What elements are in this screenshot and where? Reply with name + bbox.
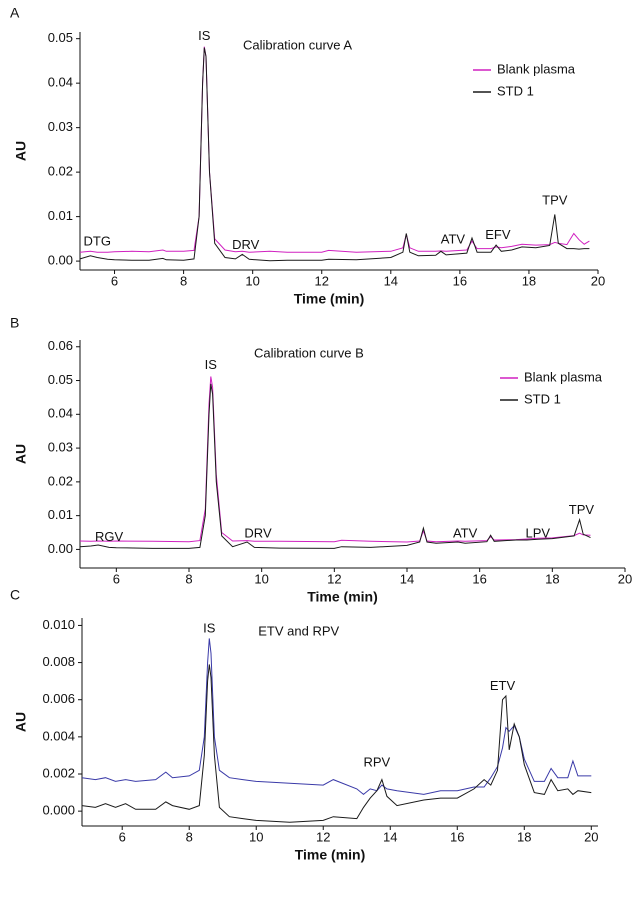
x-tick-label: 6 [111,273,118,288]
x-tick-label: 10 [249,829,263,844]
x-tick-label: 8 [180,273,187,288]
peak-label: ATV [453,526,478,541]
legend-label: STD 1 [497,83,534,98]
panel-title: ETV and RPV [258,623,339,638]
y-tick-label: 0.01 [48,208,73,223]
y-tick-label: 0.010 [42,617,75,632]
y-tick-label: 0.02 [48,164,73,179]
y-axis-title: AU [13,444,29,464]
y-tick-label: 0.02 [48,473,73,488]
peak-label: ATV [441,232,466,247]
y-axis-title: AU [13,712,29,732]
y-tick-label: 0.01 [48,507,73,522]
x-axis-title: Time (min) [294,291,365,307]
x-tick-label: 16 [472,571,486,586]
peak-label: IS [205,357,218,372]
peak-label: ETV [490,678,516,693]
y-axis-title: AU [13,141,29,161]
x-tick-label: 12 [327,571,341,586]
panel-label: B [10,315,19,331]
y-tick-label: 0.04 [48,406,73,421]
panel-title: Calibration curve B [254,345,364,360]
y-tick-label: 0.05 [48,372,73,387]
x-tick-label: 6 [113,571,120,586]
peak-label: RPV [363,754,390,769]
x-tick-label: 10 [245,273,259,288]
y-tick-label: 0.008 [42,654,75,669]
x-tick-label: 20 [618,571,632,586]
x-tick-label: 16 [450,829,464,844]
x-tick-label: 16 [453,273,467,288]
y-tick-label: 0.04 [48,75,73,90]
panel-label: C [10,587,20,603]
panel-label: A [10,5,20,21]
x-axis-title: Time (min) [307,589,378,605]
peak-label: IS [203,621,216,636]
x-tick-label: 20 [591,273,605,288]
y-tick-label: 0.004 [42,728,75,743]
trace [79,376,591,543]
peak-label: RGV [95,529,124,544]
x-axis-title: Time (min) [295,847,366,863]
peak-label: LPV [526,526,551,541]
x-tick-label: 14 [383,829,397,844]
peak-label: DRV [232,237,260,252]
x-tick-label: 6 [119,829,126,844]
y-tick-label: 0.006 [42,691,75,706]
trace [81,638,592,796]
x-tick-label: 18 [545,571,559,586]
x-tick-label: 18 [522,273,536,288]
peak-label: TPV [569,502,595,517]
x-tick-label: 14 [384,273,398,288]
trace [79,383,591,549]
trace [81,664,592,823]
x-tick-label: 18 [517,829,531,844]
x-tick-label: 14 [400,571,414,586]
peak-label: EFV [485,227,511,242]
y-tick-label: 0.002 [42,765,75,780]
y-tick-label: 0.00 [48,541,73,556]
trace [79,47,590,262]
legend-label: Blank plasma [497,61,576,76]
y-tick-label: 0.06 [48,338,73,353]
x-tick-label: 8 [185,571,192,586]
y-tick-label: 0.00 [48,253,73,268]
y-tick-label: 0.03 [48,119,73,134]
x-tick-label: 12 [314,273,328,288]
peak-label: DTG [84,233,111,248]
peak-label: DRV [244,526,272,541]
legend-label: Blank plasma [524,369,603,384]
y-tick-label: 0.000 [42,803,75,818]
x-tick-label: 20 [584,829,598,844]
panel-title: Calibration curve A [243,37,352,52]
y-tick-label: 0.05 [48,30,73,45]
x-tick-label: 10 [254,571,268,586]
y-tick-label: 0.03 [48,440,73,455]
legend-label: STD 1 [524,391,561,406]
peak-label: IS [198,28,211,43]
trace [79,46,590,253]
x-tick-label: 8 [186,829,193,844]
x-tick-label: 12 [316,829,330,844]
peak-label: TPV [542,192,568,207]
